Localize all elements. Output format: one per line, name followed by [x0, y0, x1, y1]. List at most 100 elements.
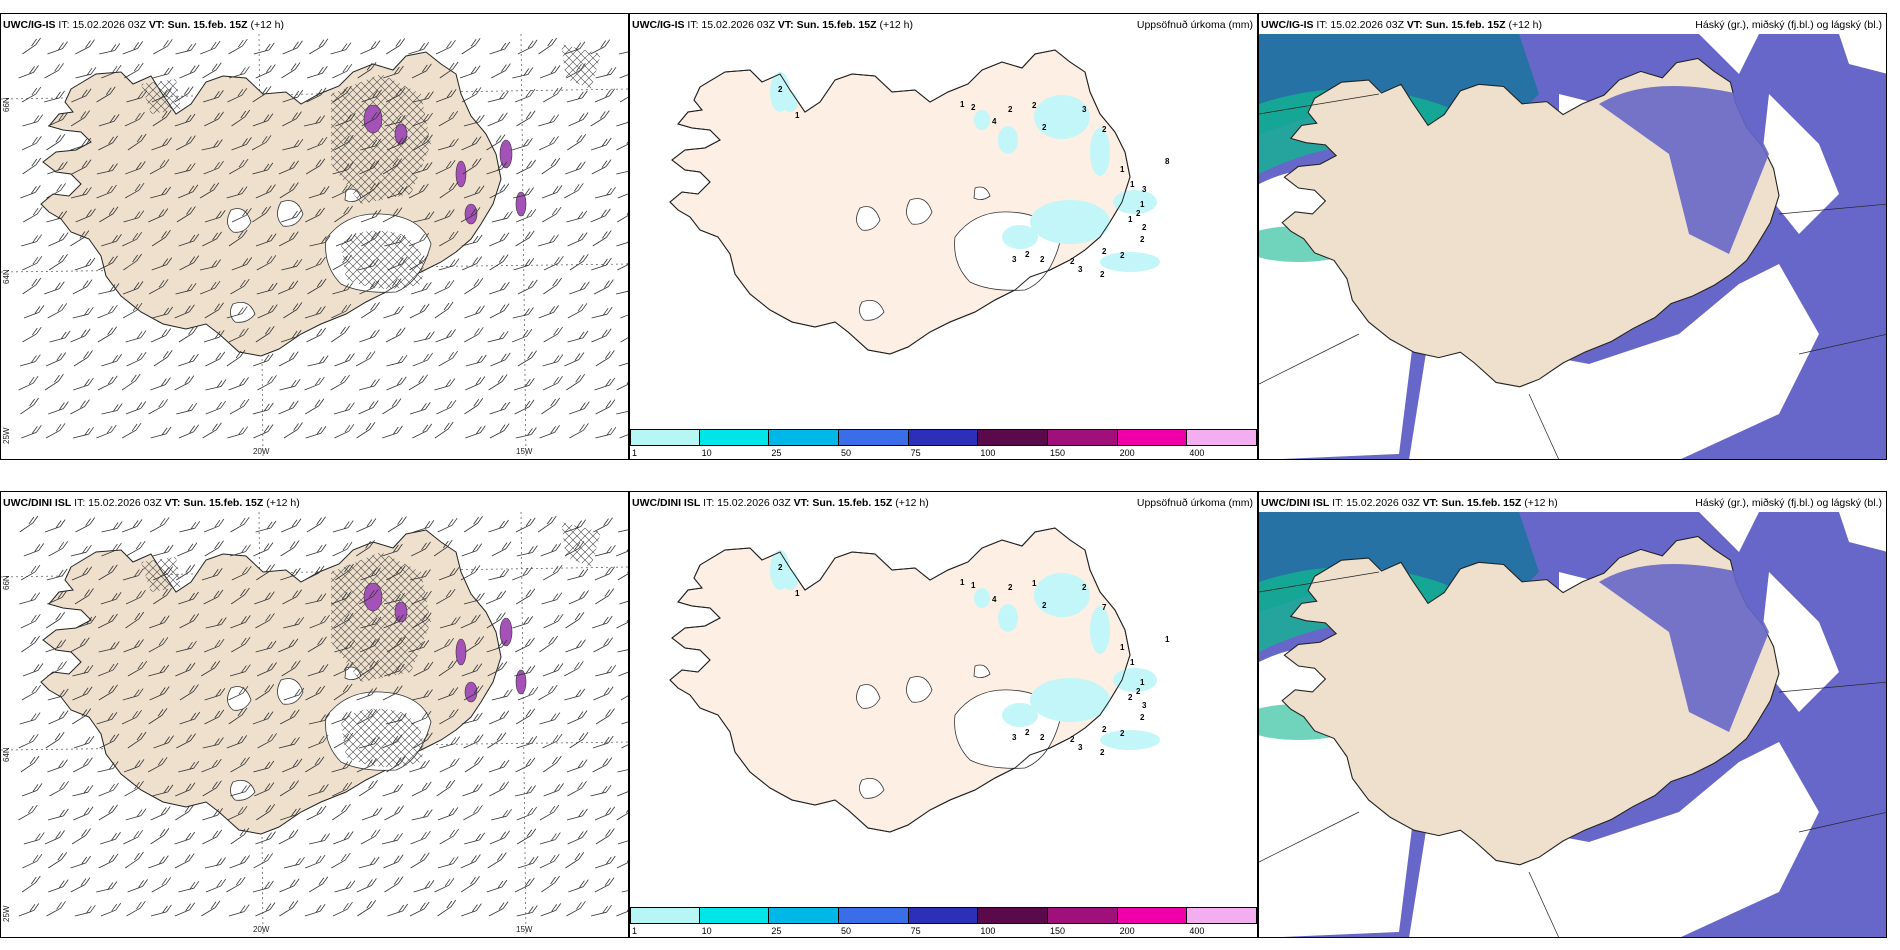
colorbar-tick: 10 [701, 926, 712, 936]
precip-amount-label: 2 [1102, 725, 1107, 734]
init-time: IT: 15.02.2026 03Z [703, 497, 794, 509]
colorbar-tick: 50 [841, 448, 852, 458]
colorbar-tick: 75 [910, 926, 921, 936]
precip-amount-label: 2 [1025, 250, 1030, 259]
colorbar-cell [978, 907, 1048, 924]
precip-amount-label: 2 [1120, 729, 1125, 738]
precip-amount-label: 2 [1100, 748, 1105, 757]
precip-amount-label: 2 [778, 563, 783, 572]
precip-amount-label: 2 [1032, 101, 1037, 110]
precip-amount-label: 1 [960, 100, 965, 109]
panel-ig-wind: 66N 64N 25W 20W 15W UWC/IG-IS IT: 15.02.2026 … [0, 13, 629, 460]
colorbar-cell [1048, 907, 1118, 924]
colorbar-tick: 200 [1119, 448, 1135, 458]
lead-time: (+12 h) [247, 19, 285, 31]
precip-amount-label: 4 [992, 595, 997, 604]
precip-amount-label: 2 [1140, 713, 1145, 722]
valid-time-label: VT: [1422, 497, 1442, 509]
precip-amount-label: 2 [1136, 209, 1141, 218]
colorbar-cell [978, 429, 1048, 446]
grid-label: 20W [253, 447, 270, 456]
precip-amount-label: 3 [1142, 185, 1147, 194]
panel-ig-precip: 2 1 1 2 4 2 2 2 3 2 8 1 1 1 1 2 2 2 2 2 3 3 2 2 2 2 3 1 10 25 50 75 100 1… [629, 13, 1258, 460]
grid-label: 25W [2, 905, 11, 922]
precip-colorbar: 1 10 25 50 75 100 150 200 400 [630, 429, 1257, 459]
valid-time: Sun. 15.feb. 15Z [1425, 19, 1506, 31]
valid-time: Sun. 15.feb. 15Z [796, 19, 877, 31]
precip-amount-label: 2 [778, 85, 783, 94]
precip-amount-label: 2 [1025, 728, 1030, 737]
precip-amount-label: 1 [1032, 579, 1037, 588]
init-time: IT: 15.02.2026 03Z [1316, 19, 1407, 31]
lead-time: (+12 h) [876, 19, 914, 31]
colorbar-tick: 150 [1050, 926, 1066, 936]
colorbar-cell [1048, 429, 1118, 446]
grid-label: 64N [2, 269, 11, 284]
precip-amount-label: 2 [1102, 125, 1107, 134]
precip-amount-label: 1 [1140, 200, 1145, 209]
precip-amount-label: 3 [1078, 265, 1083, 274]
precip-amount-label: 2 [971, 103, 976, 112]
colorbar-tick: 10 [701, 448, 712, 458]
panel-dini-wind: 66N 64N 25W 20W 15W UWC/DINI ISL IT: 15.02.20… [0, 491, 629, 938]
model-name: UWC/IG-IS [3, 19, 56, 31]
colorbar-tick: 1 [632, 926, 638, 936]
lead-time: (+12 h) [892, 497, 929, 509]
precip-colorbar: 1 10 25 50 75 100 150 200 400 [630, 907, 1257, 937]
lead-time: (+12 h) [263, 497, 300, 509]
precip-amount-label: 2 [1100, 270, 1105, 279]
panel-header: UWC/DINI ISL IT: 15.02.2026 03Z VT: Sun.… [1261, 497, 1558, 509]
init-time: IT: 15.02.2026 03Z [1332, 497, 1423, 509]
precip-amount-label: 1 [971, 581, 976, 590]
grid-label: 15W [516, 925, 533, 934]
valid-time-label: VT: [164, 497, 184, 509]
model-name: UWC/IG-IS [1261, 19, 1314, 31]
colorbar-cell [908, 907, 979, 924]
precip-amount-label: 1 [1120, 165, 1125, 174]
colorbar-tick: 400 [1189, 448, 1205, 458]
precip-amount-label: 3 [1078, 743, 1083, 752]
field-title: Háský (gr.), miðský (fj.bl.) og lágský (… [1695, 497, 1882, 509]
precip-amount-label: 2 [1128, 693, 1133, 702]
field-title: Uppsöfnuð úrkoma (mm) [1136, 497, 1253, 509]
field-title: Háský (gr.), miðský (fj.bl.) og lágský (… [1695, 19, 1882, 31]
precip-amount-label: 2 [1042, 123, 1047, 132]
colorbar-cell [769, 907, 839, 924]
grid-label: 66N [2, 575, 11, 590]
valid-time-label: VT: [1406, 19, 1426, 31]
panel-header: UWC/IG-IS IT: 15.02.2026 03Z VT: Sun. 15… [1261, 19, 1542, 31]
colorbar-tick: 150 [1050, 448, 1066, 458]
grid-label: 25W [2, 427, 11, 444]
map-canvas: 66N 64N 25W 20W 15W [1, 512, 628, 937]
precip-amount-label: 4 [992, 117, 997, 126]
precip-amount-label: 2 [1136, 687, 1141, 696]
init-time: IT: 15.02.2026 03Z [74, 497, 165, 509]
colorbar-cell [839, 907, 909, 924]
precip-amount-label: 2 [1040, 733, 1045, 742]
field-title: Uppsöfnuð úrkoma (mm) [1136, 19, 1253, 31]
precip-amount-label: 2 [1008, 583, 1013, 592]
lead-time: (+12 h) [1521, 497, 1558, 509]
colorbar-cell [908, 429, 979, 446]
map-canvas [1259, 34, 1886, 459]
panel-header: UWC/IG-IS IT: 15.02.2026 03Z VT: Sun. 15… [3, 19, 284, 31]
colorbar-tick: 75 [910, 448, 921, 458]
precip-amount-label: 1 [795, 111, 800, 120]
precip-amount-label: 1 [960, 578, 965, 587]
precip-amount-label: 2 [1102, 247, 1107, 256]
precip-amount-label: 1 [1128, 215, 1133, 224]
grid-label: 64N [2, 747, 11, 762]
lead-time: (+12 h) [1505, 19, 1543, 31]
precip-amount-label: 3 [1012, 733, 1017, 742]
precip-amount-label: 2 [1082, 583, 1087, 592]
colorbar-tick: 100 [980, 448, 996, 458]
model-name: UWC/DINI ISL [1261, 497, 1330, 509]
precip-amount-label: 2 [1070, 735, 1075, 744]
colorbar-cell [630, 429, 700, 446]
valid-time: Sun. 15.feb. 15Z [183, 497, 264, 509]
colorbar-cell [1117, 429, 1188, 446]
precip-amount-label: 8 [1165, 157, 1170, 166]
valid-time: Sun. 15.feb. 15Z [1441, 497, 1522, 509]
